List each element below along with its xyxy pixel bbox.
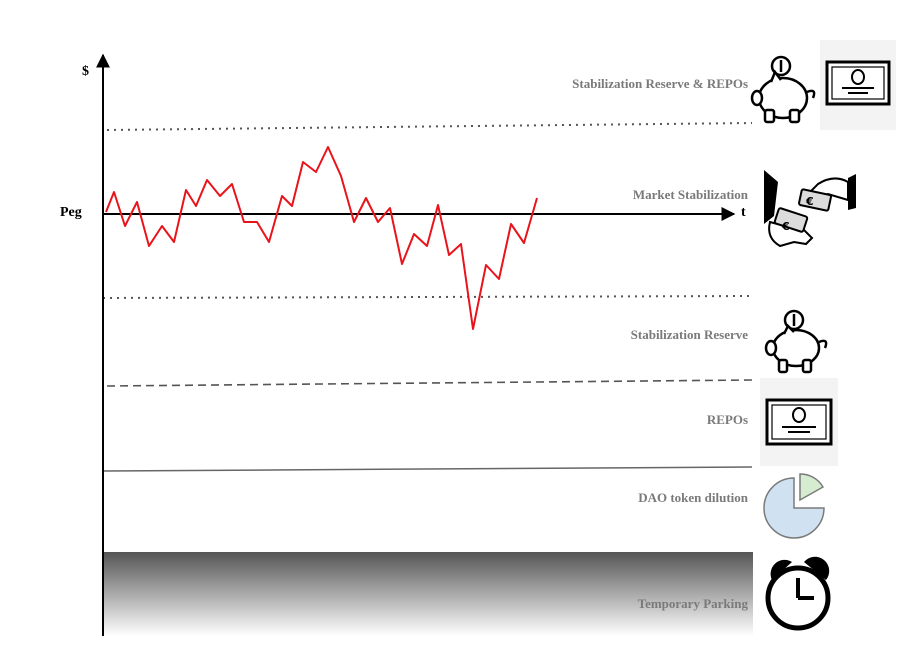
upper-reserve-threshold-line (106, 122, 753, 131)
piggy-bank-icon (764, 309, 828, 374)
price-line (105, 146, 538, 330)
peg-label: Peg (60, 205, 82, 220)
x-axis-label: t (741, 205, 746, 220)
zone-label-dao-token-dilution: DAO token dilution (638, 490, 748, 505)
pie-chart-icon (763, 473, 825, 539)
lower-reserve-threshold-line (102, 295, 753, 299)
zone-label-market-stabilization: Market Stabilization (632, 187, 748, 202)
repo-threshold-line (106, 379, 753, 387)
dilution-threshold-line (102, 466, 753, 472)
zone-label-stabilization-reserve-repos: Stabilization Reserve & REPOs (572, 76, 748, 91)
y-axis-label: $ (82, 64, 89, 79)
alarm-clock-icon (765, 556, 831, 631)
svg-text:€: € (805, 195, 814, 208)
euro-cash-exchange-icon: € € (764, 170, 856, 248)
bond-certificate-icon (820, 40, 896, 130)
bond-certificate-icon (760, 378, 838, 466)
zone-label-temporary-parking: Temporary Parking (637, 596, 748, 611)
temporary-parking-band (103, 552, 753, 636)
zone-label-stabilization-reserve: Stabilization Reserve (630, 327, 748, 342)
piggy-bank-icon (750, 55, 816, 124)
svg-text:€: € (781, 220, 790, 233)
zone-label-repos: REPOs (706, 412, 748, 427)
